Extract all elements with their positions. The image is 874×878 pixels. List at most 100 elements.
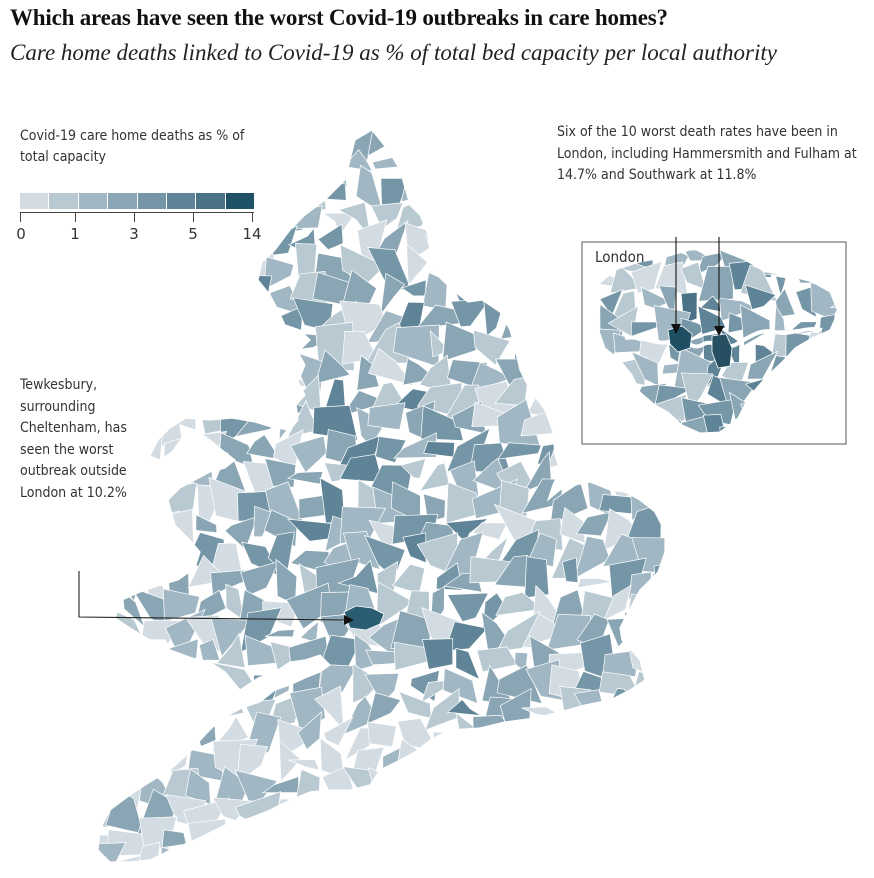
area-cell [158, 200, 202, 235]
area-cell [561, 557, 579, 583]
area-cell [275, 854, 310, 862]
area-cell [220, 385, 246, 416]
legend-tick-label: 5 [188, 225, 198, 243]
area-cell [98, 334, 126, 356]
area-cell [292, 130, 335, 160]
area-cell [365, 825, 410, 853]
area-cell [297, 711, 322, 751]
area-cell [278, 152, 294, 183]
area-cell [627, 191, 659, 238]
area-cell [581, 844, 609, 862]
area-cell [523, 841, 566, 862]
area-cell [98, 218, 121, 259]
area-cell [473, 822, 516, 857]
area-cell [650, 676, 665, 693]
area-cell [356, 354, 380, 391]
area-cell [471, 230, 512, 264]
area-cell [421, 638, 454, 670]
area-cell [159, 508, 194, 552]
area-cell [472, 329, 511, 366]
area-cell [637, 779, 662, 811]
area-cell [623, 167, 665, 208]
area-cell [367, 855, 403, 862]
area-cell [549, 141, 581, 174]
legend-tick [75, 212, 76, 222]
area-cell [98, 742, 124, 786]
area-cell [288, 801, 336, 826]
area-cell [293, 141, 326, 186]
area-cell [218, 282, 247, 309]
area-cell [186, 374, 232, 412]
area-cell [446, 841, 487, 862]
area-cell [98, 529, 121, 577]
area-cell [182, 296, 211, 342]
area-cell [447, 130, 488, 142]
legend-tick [134, 212, 135, 222]
area-cell [509, 248, 532, 290]
area-cell [442, 739, 482, 779]
area-cell [253, 505, 276, 538]
area-cell [661, 209, 665, 242]
area-cell [550, 790, 596, 826]
area-cell [577, 578, 613, 589]
area-cell [240, 560, 280, 597]
legend-tick [193, 212, 194, 222]
area-cell [168, 278, 192, 310]
area-cell [509, 835, 540, 862]
area-cell [446, 592, 490, 623]
area-cell [654, 591, 665, 619]
area-cell [577, 831, 618, 854]
area-cell [471, 796, 515, 832]
area-cell [131, 478, 162, 524]
area-cell [345, 826, 384, 862]
area-cell [243, 301, 272, 338]
area-cell [420, 405, 464, 441]
area-cell [638, 749, 663, 781]
area-cell [224, 307, 249, 332]
area-cell [586, 741, 618, 780]
area-cell [561, 389, 583, 411]
area-cell [702, 414, 728, 433]
area-cell [495, 130, 527, 161]
area-cell [426, 789, 444, 824]
area-cell [104, 712, 152, 755]
area-cell [419, 170, 449, 199]
london-annotation: Six of the 10 worst death rates have bee… [557, 124, 857, 183]
area-cell [273, 181, 303, 213]
area-cell [654, 686, 665, 733]
area-cell [132, 841, 161, 862]
area-cell [195, 514, 218, 534]
area-cell [265, 821, 289, 862]
area-cell [167, 308, 192, 340]
area-cell [603, 149, 646, 176]
area-cell [211, 797, 253, 821]
legend-tick-label: 14 [242, 225, 262, 243]
area-cell [184, 174, 229, 194]
area-cell [526, 130, 561, 153]
area-cell [666, 117, 684, 151]
area-cell [600, 721, 643, 760]
area-cell [593, 171, 606, 208]
area-cell [131, 649, 166, 679]
area-cell [118, 409, 147, 448]
area-cell [652, 171, 665, 204]
area-cell [630, 321, 661, 337]
area-cell [259, 225, 298, 258]
area-cell [107, 457, 154, 497]
area-cell [476, 765, 518, 812]
legend-swatch [49, 193, 79, 209]
area-cell [447, 256, 473, 282]
area-cell [105, 427, 143, 468]
area-cell [656, 138, 665, 177]
area-cell [182, 146, 216, 184]
area-cell [98, 779, 120, 805]
area-cell [370, 202, 404, 230]
area-cell [111, 530, 147, 559]
area-cell [216, 632, 246, 669]
area-cell [397, 144, 429, 180]
area-cell [98, 620, 117, 655]
area-cell [559, 506, 586, 544]
area-cell [132, 272, 179, 313]
area-cell [211, 198, 256, 225]
